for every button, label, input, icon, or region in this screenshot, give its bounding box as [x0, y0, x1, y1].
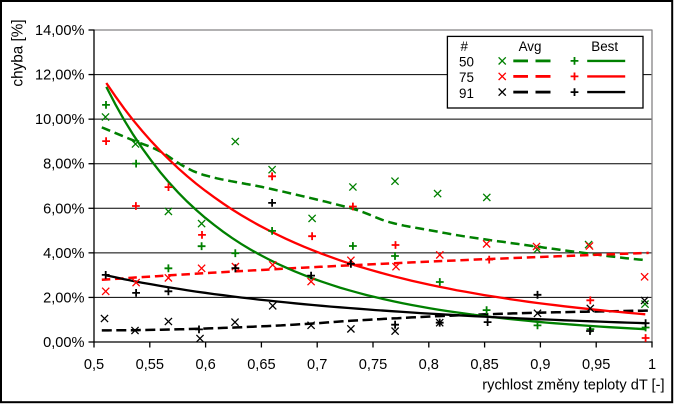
svg-text:2,00%: 2,00% — [43, 290, 84, 306]
svg-text:#: # — [461, 39, 469, 54]
svg-text:0,9: 0,9 — [530, 357, 550, 373]
svg-text:0,8: 0,8 — [419, 357, 439, 373]
svg-text:50: 50 — [459, 55, 474, 70]
svg-text:0,5: 0,5 — [84, 357, 104, 373]
svg-text:0,7: 0,7 — [307, 357, 327, 373]
svg-text:0,00%: 0,00% — [43, 335, 84, 351]
svg-text:0,85: 0,85 — [470, 357, 498, 373]
svg-text:14,00%: 14,00% — [35, 23, 85, 39]
svg-text:4,00%: 4,00% — [43, 246, 84, 262]
svg-text:0,75: 0,75 — [359, 357, 387, 373]
svg-text:0,65: 0,65 — [247, 357, 275, 373]
svg-text:75: 75 — [459, 70, 474, 85]
svg-text:6,00%: 6,00% — [43, 201, 84, 217]
svg-text:chyba [%]: chyba [%] — [10, 19, 27, 86]
svg-text:Best: Best — [591, 39, 618, 54]
svg-text:0,6: 0,6 — [195, 357, 215, 373]
svg-text:0,55: 0,55 — [136, 357, 164, 373]
svg-text:1: 1 — [648, 357, 656, 373]
svg-text:12,00%: 12,00% — [35, 68, 85, 84]
svg-text:rychlost změny teploty dT [-]: rychlost změny teploty dT [-] — [482, 378, 664, 394]
svg-text:0,95: 0,95 — [582, 357, 610, 373]
svg-text:91: 91 — [459, 86, 474, 101]
svg-text:8,00%: 8,00% — [43, 157, 84, 173]
svg-text:Avg: Avg — [519, 39, 542, 54]
svg-text:10,00%: 10,00% — [35, 112, 85, 128]
